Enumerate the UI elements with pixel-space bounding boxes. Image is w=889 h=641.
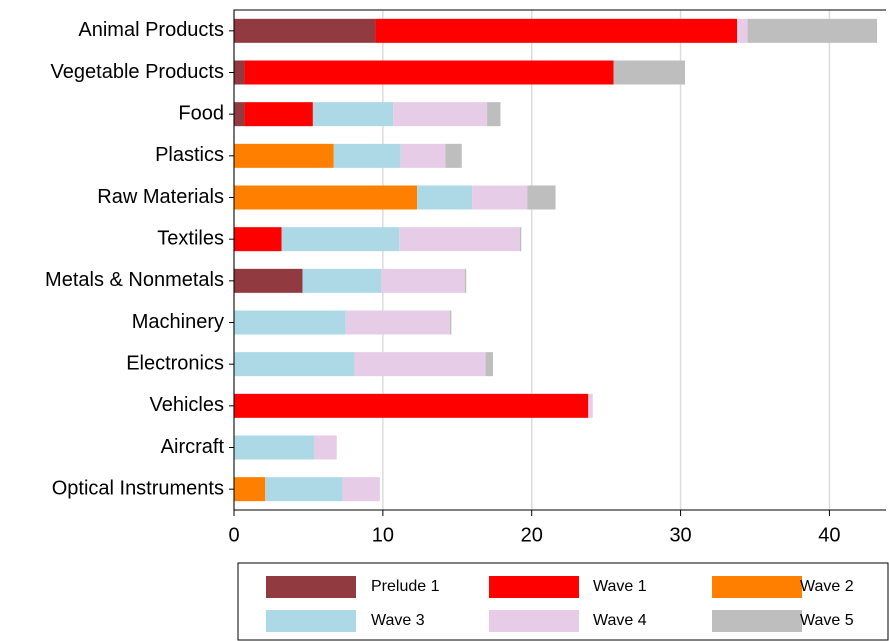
bar-segment [399,227,520,252]
bar-segment [234,268,303,293]
bar-segment [234,227,282,252]
bar-segment [234,435,315,460]
bar-segment [485,352,494,377]
legend-label: Prelude 1 [371,578,440,595]
y-tick-label: Machinery [132,311,224,333]
legend-swatch [489,576,579,598]
bar-segment [265,477,343,502]
x-tick-label: 30 [669,524,691,546]
bar-segment [449,310,452,335]
legend-label: Wave 2 [800,578,854,595]
y-tick-label: Metals & Nonmetals [45,269,224,291]
bar-segment [354,352,486,377]
bar-segment [342,477,380,502]
bar-segment [375,18,738,43]
bar-segment [314,435,337,460]
bar-segment [234,393,589,418]
bar-segment [381,268,465,293]
legend-swatch [712,610,802,632]
bar-segment [244,60,614,85]
y-tick-label: Animal Products [78,19,224,41]
x-tick-label: 20 [521,524,543,546]
bar-segment [234,143,334,168]
bar-segment [234,102,245,127]
bar-segment [234,60,245,85]
x-tick-label: 40 [818,524,840,546]
y-tick-label: Vehicles [150,394,225,416]
bar-segment [588,393,593,418]
axis-frame [233,9,886,511]
legend-label: Wave 4 [593,612,647,629]
y-tick-label: Food [178,102,224,124]
y-tick-label: Plastics [155,144,224,166]
bar-segment [487,102,501,127]
legend-label: Wave 3 [371,612,425,629]
bar-segment [281,227,400,252]
bar-segment [333,143,401,168]
bar-segment [234,185,418,210]
legend-swatch [266,576,356,598]
bar-segment [747,18,878,43]
bar-segment [234,310,346,335]
bar-segment [234,352,355,377]
y-tick-label: Aircraft [161,436,225,458]
y-tick-label: Electronics [126,352,224,374]
legend-swatch [266,610,356,632]
legend-swatch [712,576,802,598]
bar-segment [312,102,394,127]
y-tick-label: Optical Instruments [52,477,224,499]
bar-segment [393,102,488,127]
bar-segment [445,143,462,168]
bar-segment [613,60,686,85]
bar-segment [464,268,467,293]
legend-label: Wave 1 [593,578,647,595]
y-tick-label: Raw Materials [97,186,224,208]
legend-swatch [489,610,579,632]
bar-segment [519,227,522,252]
x-tick-label: 10 [372,524,394,546]
bar-segment [234,477,266,502]
bar-segment [527,185,556,210]
bar-segment [345,310,450,335]
bar-segment [400,143,446,168]
x-tick-label: 0 [228,524,239,546]
y-tick-label: Textiles [157,227,224,249]
bar-segment [417,185,473,210]
bar-segment [234,18,376,43]
bar-segment [244,102,313,127]
y-tick-label: Vegetable Products [51,61,224,83]
bar-segment [472,185,528,210]
bar-segment [737,18,748,43]
legend-label: Wave 5 [800,612,854,629]
bar-segment [302,268,382,293]
